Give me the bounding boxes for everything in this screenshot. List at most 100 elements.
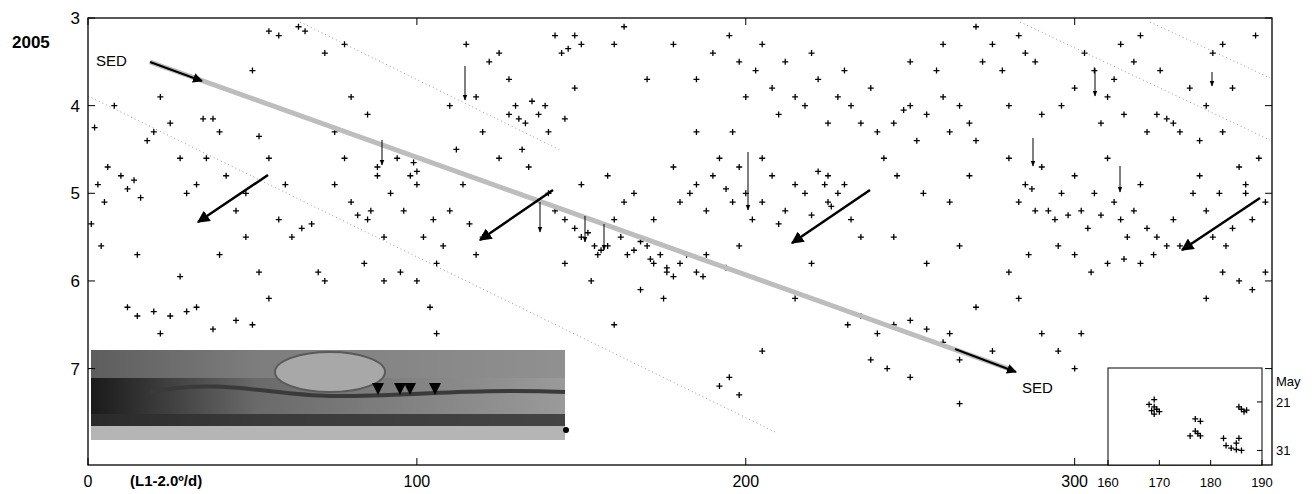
x-tick: [88, 18, 89, 25]
data-point: [1118, 41, 1124, 47]
data-point: [940, 41, 946, 47]
data-point: [233, 208, 239, 214]
data-point: [361, 260, 367, 266]
data-point: [1197, 418, 1203, 424]
data-point: [1187, 433, 1193, 439]
data-point: [1164, 116, 1170, 122]
data-point: [999, 68, 1005, 74]
y-tick: [1265, 18, 1272, 19]
data-point: [1085, 225, 1091, 231]
data-point: [266, 295, 272, 301]
data-point: [134, 313, 140, 319]
data-point: [322, 50, 328, 56]
data-point: [631, 190, 637, 196]
data-point: [881, 155, 887, 161]
data-point: [802, 103, 808, 109]
data-point: [1052, 217, 1058, 223]
data-point: [536, 111, 542, 117]
data-point: [644, 76, 650, 82]
data-point: [1121, 256, 1127, 262]
data-point: [947, 331, 953, 337]
data-point: [1006, 103, 1012, 109]
data-point: [585, 230, 591, 236]
data-point: [572, 33, 578, 39]
data-point: [815, 76, 821, 82]
annotation: SED: [1022, 379, 1053, 396]
data-point: [348, 199, 354, 205]
data-point: [1118, 217, 1124, 223]
data-point: [124, 304, 130, 310]
data-point: [565, 46, 571, 52]
data-point: [966, 173, 972, 179]
data-point: [480, 129, 486, 135]
annotation-lines: [88, 22, 1270, 432]
data-point: [792, 94, 798, 100]
data-point: [1210, 50, 1216, 56]
data-point: [638, 287, 644, 293]
data-point: [1072, 366, 1078, 372]
x-tick: [745, 458, 746, 465]
data-point: [776, 111, 782, 117]
feature-arrow: [604, 224, 605, 250]
inset-y-tick: [1257, 450, 1262, 451]
data-point: [759, 155, 765, 161]
data-point: [1236, 164, 1242, 170]
data-point: [1244, 407, 1250, 413]
data-point: [1111, 199, 1117, 205]
data-point: [792, 182, 798, 188]
data-point: [1055, 243, 1061, 249]
data-point: [1262, 199, 1268, 205]
x-tick: [416, 18, 417, 25]
chart-root: 010020030034567(L1-2.0º/d)2005SEDSED1601…: [0, 0, 1314, 494]
inset-points: [1146, 397, 1250, 454]
data-point: [1105, 94, 1111, 100]
data-point: [769, 173, 775, 179]
data-point: [276, 33, 282, 39]
data-point: [1192, 416, 1198, 422]
data-point: [98, 243, 104, 249]
data-point: [414, 182, 420, 188]
data-point: [1072, 85, 1078, 91]
data-point: [203, 155, 209, 161]
data-point: [825, 199, 831, 205]
data-point: [924, 326, 930, 332]
data-point: [1098, 120, 1104, 126]
data-point: [1098, 212, 1104, 218]
data-point: [414, 168, 420, 174]
y-tick-label: 5: [71, 184, 80, 203]
data-point: [924, 260, 930, 266]
data-point: [611, 322, 617, 328]
year-label: 2005: [12, 33, 50, 52]
data-point: [529, 98, 535, 104]
data-point: [815, 168, 821, 174]
data-point: [1230, 85, 1236, 91]
data-point: [835, 190, 841, 196]
feature-arrow: [1212, 72, 1213, 86]
y-tick: [88, 193, 95, 194]
x-tick-label: 200: [732, 473, 759, 490]
data-point: [1154, 111, 1160, 117]
feature-arrow: [1095, 68, 1096, 96]
photo-marker: [372, 383, 384, 395]
data-point: [716, 383, 722, 389]
data-point: [792, 295, 798, 301]
data-point: [966, 120, 972, 126]
x-tick: [88, 458, 89, 465]
data-point: [1016, 33, 1022, 39]
data-point: [1164, 243, 1170, 249]
data-point: [1236, 435, 1242, 441]
data-point: [177, 274, 183, 280]
data-point: [848, 103, 854, 109]
data-point: [299, 225, 305, 231]
y-tick-label: 3: [71, 9, 80, 28]
data-point: [1151, 411, 1157, 417]
data-point: [670, 41, 676, 47]
data-point: [874, 331, 880, 337]
data-point: [1059, 103, 1065, 109]
data-point: [841, 68, 847, 74]
data-point: [759, 41, 765, 47]
data-point: [1170, 120, 1176, 126]
data-point: [1221, 435, 1227, 441]
motion-arrow: [792, 190, 870, 243]
inset-frame: [1108, 368, 1262, 465]
